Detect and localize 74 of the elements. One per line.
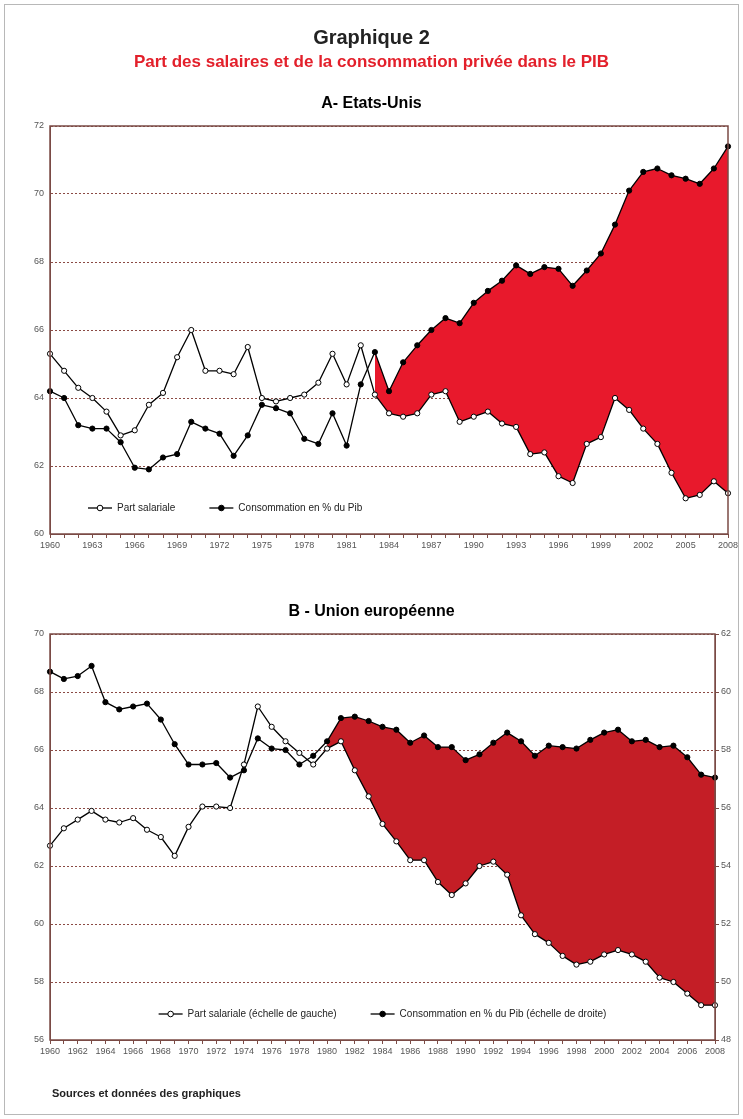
x-tick-label: 1998 [566,1045,587,1056]
y-tick-label: 62 [33,460,44,471]
x-tick-label: 1972 [209,539,230,550]
y2-tick-label: 52 [721,918,732,929]
y-tick-label: 66 [33,324,44,335]
x-tick-label: 1962 [67,1045,88,1056]
x-tick-label: 1978 [294,539,315,550]
x-tick-label: 1972 [206,1045,227,1056]
x-tick-label: 1994 [511,1045,532,1056]
x-tick-label: 2008 [717,539,739,550]
x-tick-label: 1986 [400,1045,421,1056]
legend-label: Part salariale [117,501,176,513]
x-tick-label: 1981 [336,539,357,550]
x-tick-label: 1980 [317,1045,338,1056]
x-tick-label: 1974 [233,1045,254,1056]
y2-tick-label: 54 [721,860,732,871]
y2-tick-label: 48 [721,1034,732,1045]
y-tick-label: 70 [33,628,44,639]
x-tick-label: 1978 [289,1045,310,1056]
x-tick-label: 1990 [455,1045,476,1056]
x-tick-label: 1996 [548,539,569,550]
chart-title: A- Etats-Unis [320,94,423,112]
y2-tick-label: 60 [721,686,732,697]
source-note: Sources et données des graphiques [52,1087,241,1099]
x-tick-label: 1975 [251,539,272,550]
y-tick-label: 64 [33,802,44,813]
x-tick-label: 1976 [261,1045,282,1056]
x-tick-label: 1984 [378,539,400,550]
x-tick-label: 1960 [39,1045,61,1056]
x-tick-label: 2004 [649,1045,670,1056]
x-tick-label: 1996 [538,1045,559,1056]
y2-tick-label: 58 [721,744,732,755]
y-tick-label: 60 [33,528,44,539]
x-tick-label: 2008 [704,1045,726,1056]
y-tick-label: 56 [33,1034,44,1045]
y2-tick-label: 56 [721,802,732,813]
text: Part des salaires et de la consommation privée dans le PIB [132,52,611,72]
x-tick-label: 1966 [123,1045,144,1056]
y-tick-label: 68 [33,686,44,697]
legend-label: Consommation en % du Pib (échelle de droite) [399,1007,607,1019]
x-tick-label: 1993 [506,539,527,550]
x-tick-label: 1988 [427,1045,448,1056]
x-tick-label: 1970 [178,1045,199,1056]
x-tick-label: 1984 [372,1045,393,1056]
y-tick-label: 70 [33,188,44,199]
x-tick-label: 1960 [39,539,61,550]
x-tick-label: 1990 [463,539,484,550]
legend-label: Consommation en % du Pib [238,501,363,513]
x-tick-label: 2006 [677,1045,698,1056]
y-tick-label: 64 [33,392,44,403]
x-tick-label: 1968 [150,1045,171,1056]
x-tick-label: 2005 [675,539,696,550]
x-tick-label: 1982 [344,1045,365,1056]
y-tick-label: 60 [33,918,44,929]
legend-label: Part salariale (échelle de gauche) [187,1007,337,1019]
y-tick-label: 72 [33,120,44,131]
x-tick-label: 2002 [633,539,654,550]
chart-title: B - Union européenne [287,602,456,620]
y-tick-label: 62 [33,860,44,871]
x-tick-label: 1969 [167,539,188,550]
x-tick-label: 1963 [82,539,103,550]
x-tick-label: 1999 [590,539,611,550]
x-tick-label: 2000 [594,1045,615,1056]
y2-tick-label: 62 [721,628,732,639]
y-tick-label: 68 [33,256,44,267]
x-tick-label: 1964 [95,1045,116,1056]
text: Graphique 2 [312,26,431,49]
x-tick-label: 1987 [421,539,442,550]
y-tick-label: 66 [33,744,44,755]
y-tick-label: 58 [33,976,44,987]
y2-tick-label: 50 [721,976,732,987]
x-tick-label: 1992 [483,1045,504,1056]
x-tick-label: 2002 [621,1045,642,1056]
x-tick-label: 1966 [124,539,145,550]
